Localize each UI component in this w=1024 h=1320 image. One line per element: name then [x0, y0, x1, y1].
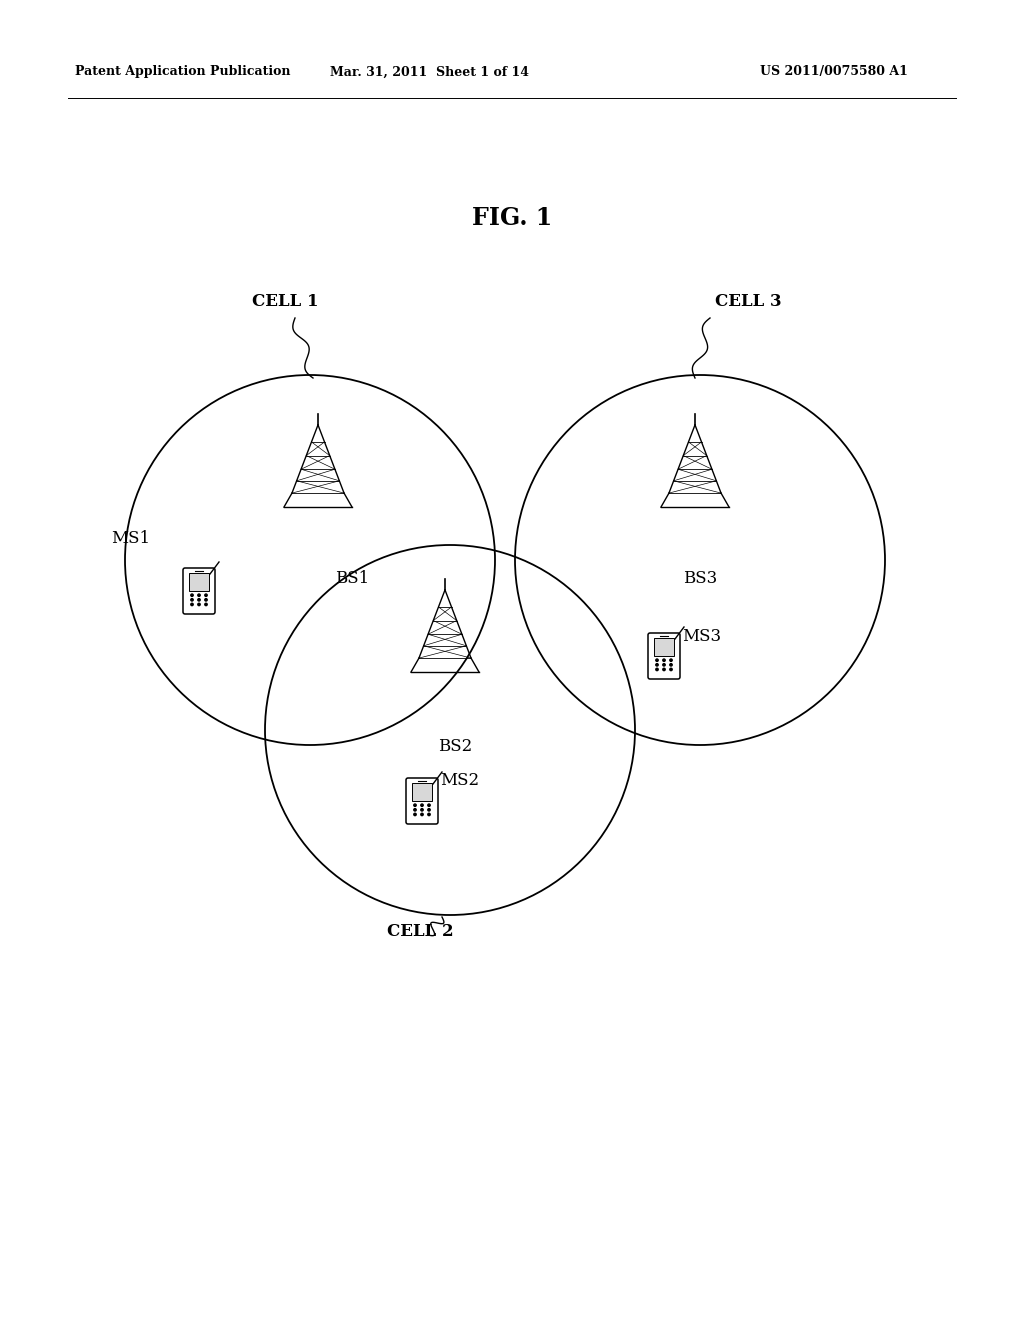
Circle shape	[190, 599, 194, 601]
FancyBboxPatch shape	[406, 777, 438, 824]
Circle shape	[205, 594, 207, 597]
Bar	[189, 573, 209, 591]
Circle shape	[655, 668, 658, 671]
Text: CELL 3: CELL 3	[715, 293, 781, 310]
Circle shape	[655, 659, 658, 661]
FancyBboxPatch shape	[648, 634, 680, 678]
Text: CELL 2: CELL 2	[387, 923, 454, 940]
Circle shape	[198, 594, 201, 597]
Circle shape	[414, 809, 416, 810]
Text: Patent Application Publication: Patent Application Publication	[75, 66, 291, 78]
Circle shape	[670, 664, 672, 667]
Circle shape	[421, 804, 423, 807]
FancyBboxPatch shape	[183, 568, 215, 614]
Circle shape	[414, 813, 416, 816]
Circle shape	[205, 599, 207, 601]
Text: BS2: BS2	[438, 738, 472, 755]
Circle shape	[190, 594, 194, 597]
Circle shape	[414, 804, 416, 807]
Circle shape	[663, 664, 666, 667]
Circle shape	[663, 659, 666, 661]
Circle shape	[198, 599, 201, 601]
Circle shape	[663, 668, 666, 671]
Bar	[413, 783, 432, 801]
Circle shape	[421, 809, 423, 810]
Circle shape	[670, 659, 672, 661]
Circle shape	[205, 603, 207, 606]
Circle shape	[428, 804, 430, 807]
Circle shape	[428, 809, 430, 810]
Circle shape	[190, 603, 194, 606]
Text: MS1: MS1	[111, 531, 150, 546]
Text: BS3: BS3	[683, 570, 717, 587]
Text: FIG. 1: FIG. 1	[472, 206, 552, 230]
Circle shape	[655, 664, 658, 667]
Text: CELL 1: CELL 1	[252, 293, 318, 310]
Text: BS1: BS1	[335, 570, 370, 587]
Circle shape	[421, 813, 423, 816]
Bar	[654, 639, 674, 656]
Circle shape	[198, 603, 201, 606]
Circle shape	[670, 668, 672, 671]
Circle shape	[428, 813, 430, 816]
Text: US 2011/0075580 A1: US 2011/0075580 A1	[760, 66, 908, 78]
Text: MS3: MS3	[682, 628, 721, 645]
Text: Mar. 31, 2011  Sheet 1 of 14: Mar. 31, 2011 Sheet 1 of 14	[331, 66, 529, 78]
Text: MS2: MS2	[440, 772, 479, 789]
